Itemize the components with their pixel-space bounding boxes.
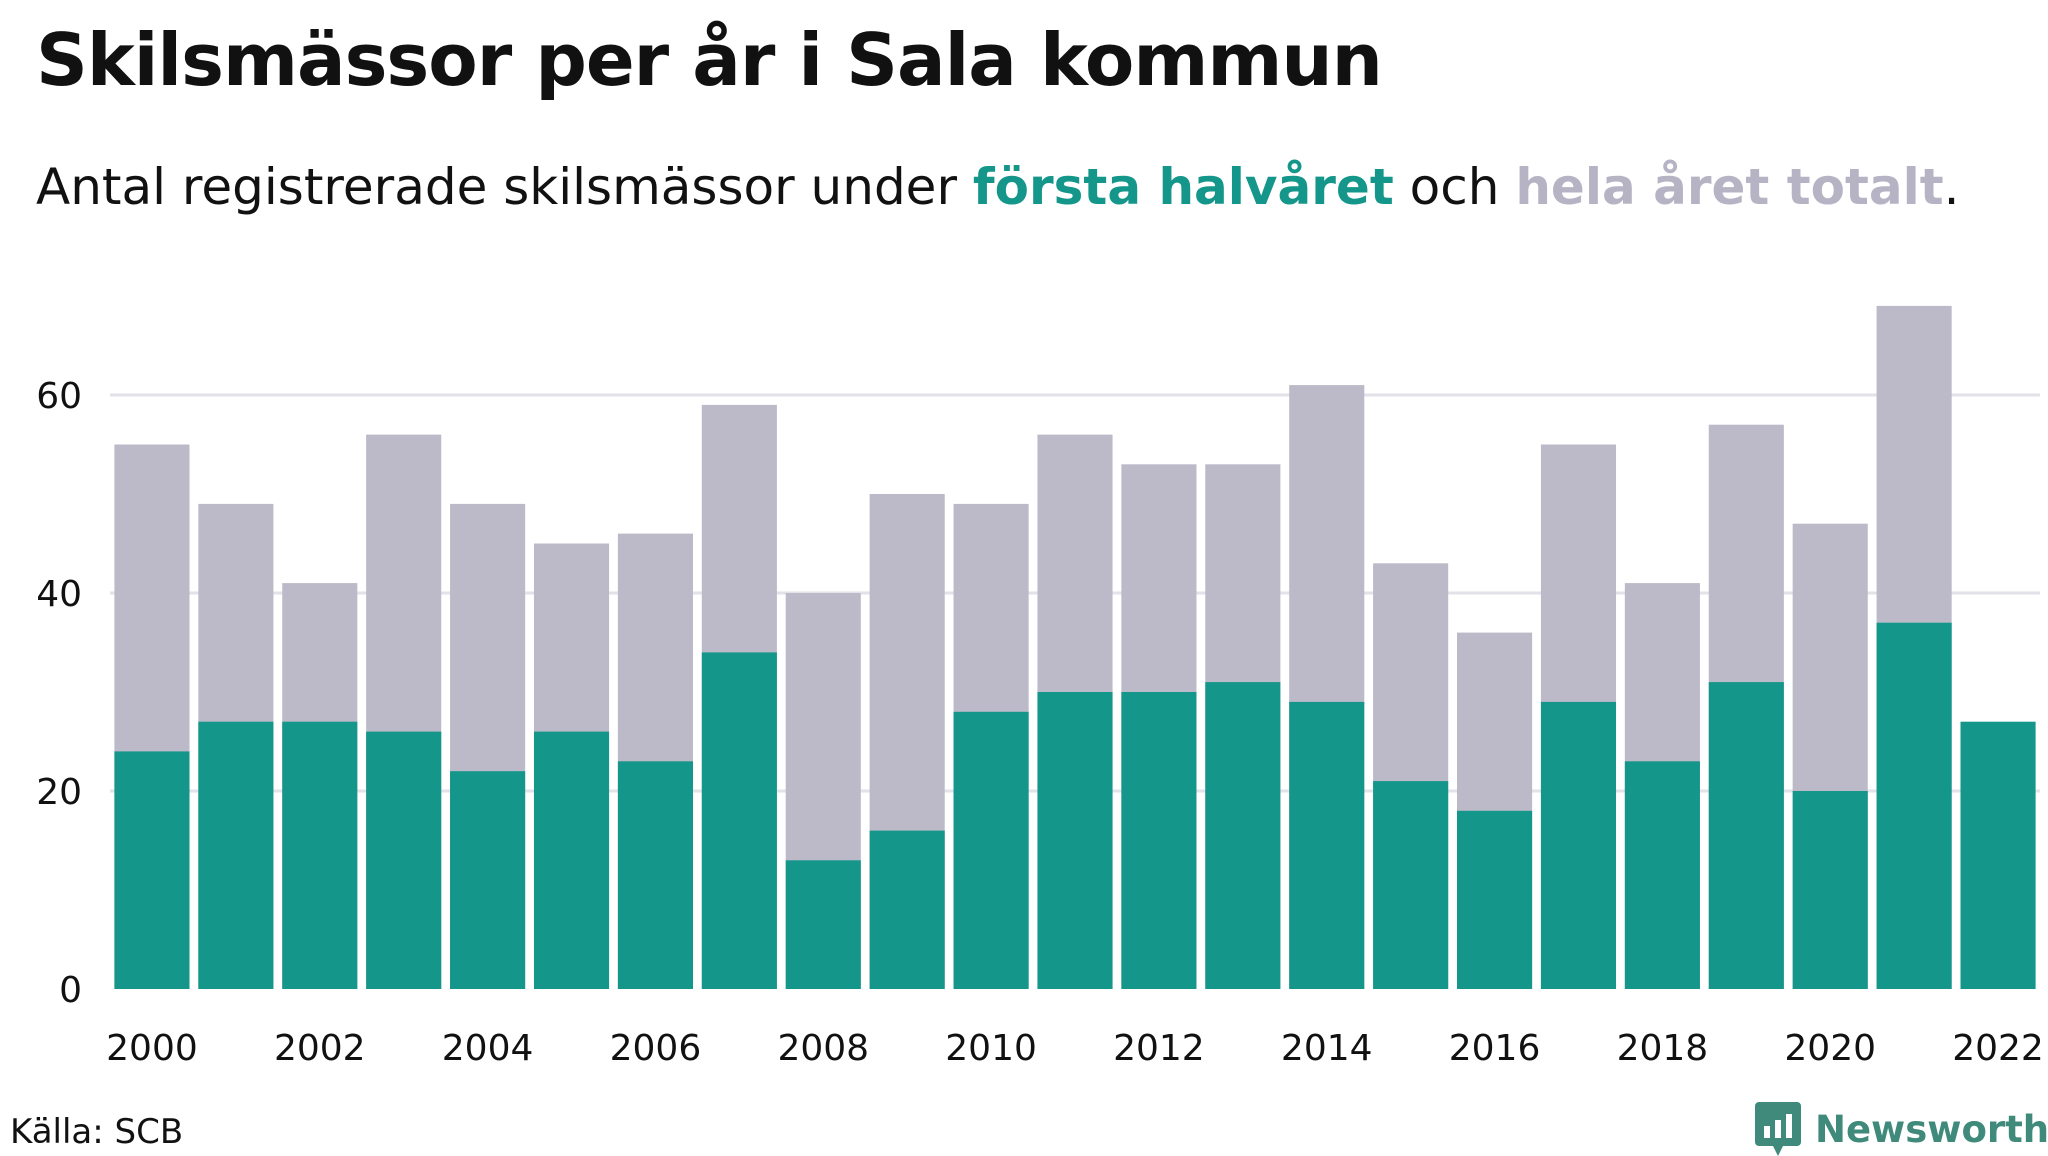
y-tick-label: 40 bbox=[36, 574, 82, 615]
x-tick-label: 2012 bbox=[1113, 1028, 1205, 1069]
y-tick-label: 60 bbox=[36, 376, 82, 417]
bar-first-half bbox=[1289, 701, 1365, 989]
x-tick-label: 2020 bbox=[1784, 1028, 1876, 1069]
bar-first-half bbox=[114, 751, 190, 989]
y-tick-label: 0 bbox=[59, 970, 82, 1011]
bar-first-half bbox=[450, 771, 526, 989]
subtitle-text-start: Antal registrerade skilsmässor under bbox=[36, 158, 973, 216]
newsworthy-logo: Newsworthy bbox=[1755, 1102, 2048, 1156]
x-tick-label: 2008 bbox=[777, 1028, 869, 1069]
subtitle-text-end: . bbox=[1943, 158, 1960, 216]
bar-first-half bbox=[533, 731, 610, 989]
bar-first-half bbox=[1708, 682, 1784, 989]
bar-first-half bbox=[1037, 692, 1113, 989]
bar-first-half bbox=[1205, 682, 1281, 989]
bar-first-half bbox=[1876, 622, 1952, 989]
brand-name: Newsworthy bbox=[1815, 1107, 2048, 1151]
legend-full-year: hela året totalt bbox=[1515, 158, 1944, 216]
bar-first-half bbox=[869, 830, 945, 989]
bar-first-half bbox=[1624, 761, 1700, 989]
bar-first-half bbox=[198, 721, 274, 989]
x-tick-label: 2016 bbox=[1449, 1028, 1541, 1069]
legend-first-half: första halvåret bbox=[972, 158, 1394, 216]
bar-first-half bbox=[1373, 781, 1449, 989]
bars bbox=[114, 305, 2036, 990]
newsworthy-logo-icon bbox=[1755, 1102, 1801, 1156]
chart-title: Skilsmässor per år i Sala kommun bbox=[36, 18, 1383, 102]
y-tick-label: 20 bbox=[36, 772, 82, 813]
x-tick-label: 2004 bbox=[442, 1028, 534, 1069]
bar-first-half bbox=[953, 711, 1029, 989]
bar-chart: 0 20 40 60 2000 2002 2004 2006 2008 2010 2012 2014 2… bbox=[36, 305, 2044, 1069]
axis-labels: 0 20 40 60 2000 2002 2004 2006 2008 2010 2012 2014 2… bbox=[36, 376, 2044, 1069]
bar-first-half bbox=[701, 652, 777, 989]
x-tick-label: 2022 bbox=[1952, 1028, 2044, 1069]
bar-first-half bbox=[1792, 791, 1868, 989]
bar-first-half bbox=[1121, 692, 1197, 989]
x-tick-label: 2018 bbox=[1617, 1028, 1709, 1069]
bar-first-half bbox=[1960, 721, 2036, 989]
x-tick-label: 2010 bbox=[945, 1028, 1037, 1069]
bar-first-half bbox=[282, 721, 358, 989]
subtitle-text-mid: och bbox=[1393, 158, 1516, 216]
chart-subtitle: Antal registrerade skilsmässor under för… bbox=[36, 158, 1960, 216]
source-label: Källa: SCB bbox=[10, 1112, 184, 1152]
bar-first-half bbox=[785, 860, 861, 989]
x-tick-label: 2000 bbox=[106, 1028, 198, 1069]
x-tick-label: 2006 bbox=[610, 1028, 702, 1069]
bar-first-half bbox=[366, 731, 442, 989]
x-tick-label: 2002 bbox=[274, 1028, 366, 1069]
bar-first-half bbox=[1457, 810, 1533, 989]
x-tick-label: 2014 bbox=[1281, 1028, 1373, 1069]
bar-first-half bbox=[1540, 701, 1617, 989]
bar-first-half bbox=[617, 761, 693, 989]
